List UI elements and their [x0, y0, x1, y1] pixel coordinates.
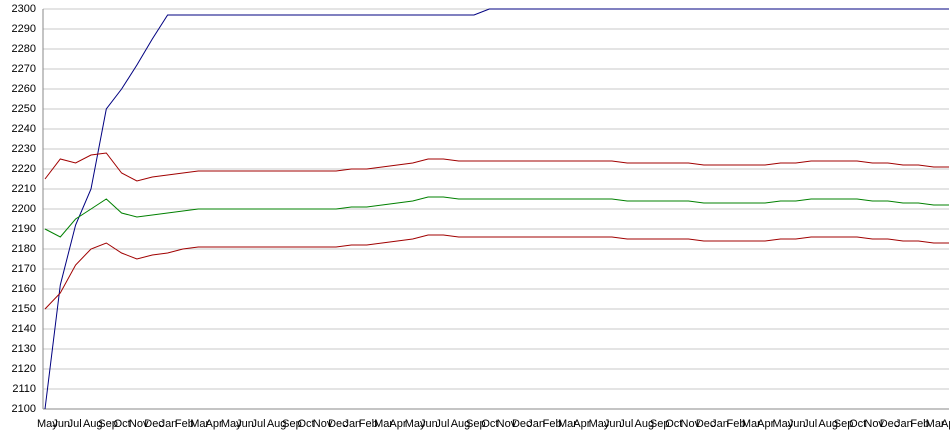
x-tick-label: Oct	[114, 418, 131, 430]
x-tick-label: Mar	[558, 418, 577, 430]
y-tick-label: 2100	[12, 403, 36, 415]
y-tick-label: 2250	[12, 103, 36, 115]
x-tick-label: Jun	[420, 418, 438, 430]
x-tick-label: Sep	[466, 418, 486, 430]
x-tick-label: Feb	[359, 418, 378, 430]
x-tick-label: Oct	[849, 418, 866, 430]
x-tick-label: May	[37, 418, 58, 430]
x-tick-label: Aug	[83, 418, 103, 430]
x-tick-label: Dec	[512, 418, 532, 430]
line-series	[44, 8, 949, 410]
x-tick-label: Jun	[52, 418, 70, 430]
x-tick-label: Sep	[650, 418, 670, 430]
x-tick-label: Jan	[711, 418, 729, 430]
line-series	[44, 196, 949, 238]
x-tick-label: May	[405, 418, 426, 430]
x-tick-label: Apr	[573, 418, 590, 430]
x-tick-label: Jan	[527, 418, 545, 430]
x-tick-label: Aug	[818, 418, 838, 430]
y-tick-label: 2150	[12, 303, 36, 315]
x-tick-label: May	[221, 418, 242, 430]
x-tick-label: Jul	[68, 418, 82, 430]
y-tick-label: 2220	[12, 163, 36, 175]
y-tick-label: 2110	[12, 383, 36, 395]
x-tick-label: Dec	[328, 418, 348, 430]
y-tick-label: 2130	[12, 343, 36, 355]
x-tick-label: Sep	[98, 418, 118, 430]
x-tick-label: Oct	[297, 418, 314, 430]
x-tick-label: Apr	[757, 418, 774, 430]
x-tick-label: Apr	[389, 418, 406, 430]
y-tick-label: 2280	[12, 43, 36, 55]
x-tick-label: Mar	[926, 418, 945, 430]
y-tick-label: 2210	[12, 183, 36, 195]
x-tick-label: Jun	[236, 418, 254, 430]
y-tick-label: 2230	[12, 143, 36, 155]
y-tick-label: 2190	[12, 223, 36, 235]
x-tick-label: Sep	[282, 418, 302, 430]
x-tick-label: May	[589, 418, 610, 430]
line-series	[44, 152, 949, 182]
x-tick-label: Nov	[497, 418, 517, 430]
x-tick-label: Oct	[481, 418, 498, 430]
x-tick-label: Jan	[895, 418, 913, 430]
y-tick-label: 2160	[12, 283, 36, 295]
x-tick-label: Jul	[252, 418, 266, 430]
x-tick-label: Mar	[190, 418, 209, 430]
x-tick-label: Aug	[451, 418, 471, 430]
x-tick-label: Mar	[742, 418, 761, 430]
x-tick-label: Feb	[910, 418, 929, 430]
y-tick-label: 2120	[12, 363, 36, 375]
x-tick-label: Jul	[803, 418, 817, 430]
x-tick-label: Aug	[635, 418, 655, 430]
y-tick-label: 2300	[12, 3, 36, 15]
y-tick-label: 2180	[12, 243, 36, 255]
x-tick-label: Dec	[696, 418, 716, 430]
x-tick-label: Jul	[619, 418, 633, 430]
line-series	[44, 234, 949, 310]
y-tick-label: 2170	[12, 263, 36, 275]
x-tick-label: Jun	[604, 418, 622, 430]
x-tick-label: Dec	[880, 418, 900, 430]
x-tick-label: Jan	[160, 418, 178, 430]
y-tick-label: 2240	[12, 123, 36, 135]
x-tick-label: Nov	[681, 418, 701, 430]
x-tick-label: May	[772, 418, 793, 430]
y-tick-label: 2290	[12, 23, 36, 35]
y-tick-label: 2270	[12, 63, 36, 75]
x-tick-label: Feb	[726, 418, 745, 430]
x-tick-label: Oct	[665, 418, 682, 430]
x-tick-label: Dec	[144, 418, 164, 430]
x-tick-label: Feb	[175, 418, 194, 430]
x-tick-label: Jan	[343, 418, 361, 430]
x-tick-label: Sep	[834, 418, 854, 430]
x-tick-label: Nov	[864, 418, 884, 430]
x-tick-label: Aug	[267, 418, 287, 430]
x-tick-label: Apr	[941, 418, 950, 430]
y-tick-label: 2260	[12, 83, 36, 95]
y-tick-label: 2200	[12, 203, 36, 215]
x-tick-label: Jun	[788, 418, 806, 430]
x-tick-label: Feb	[543, 418, 562, 430]
x-tick-label: Nov	[129, 418, 149, 430]
x-tick-label: Mar	[374, 418, 393, 430]
x-tick-label: Jul	[435, 418, 449, 430]
y-tick-label: 2140	[12, 323, 36, 335]
x-tick-label: Apr	[206, 418, 223, 430]
x-tick-label: Nov	[313, 418, 333, 430]
